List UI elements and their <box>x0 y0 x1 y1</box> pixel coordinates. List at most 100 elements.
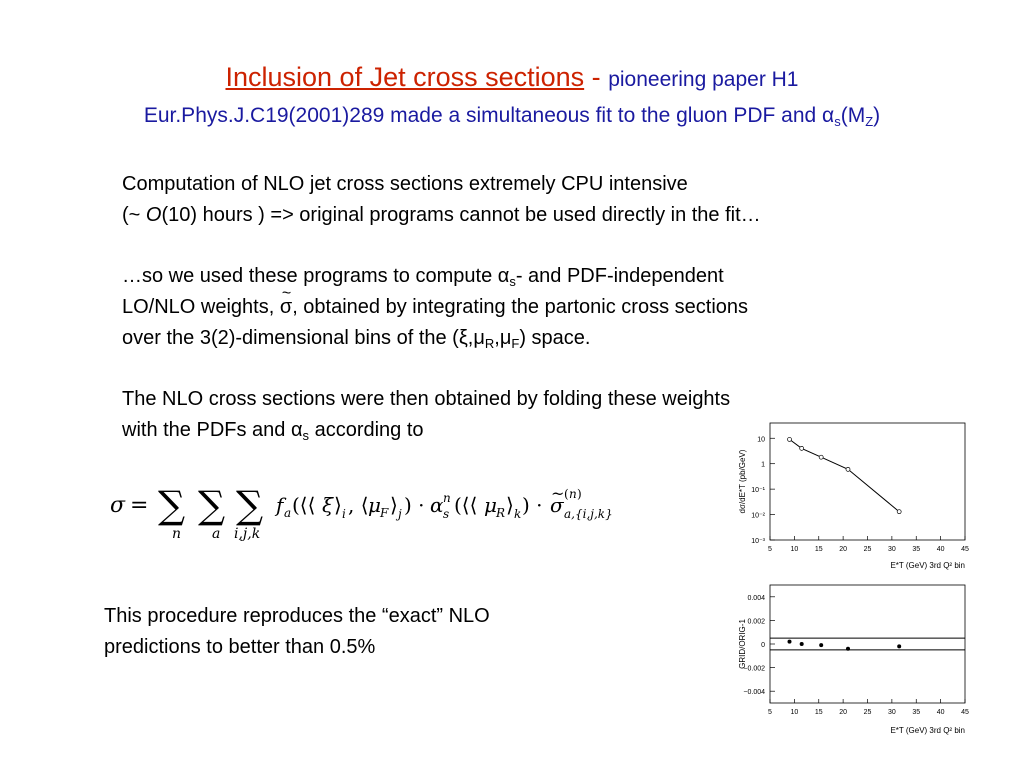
plot1-x-tick-label: 45 <box>961 546 969 553</box>
svg-text:i: i <box>342 507 346 521</box>
plot2-data-point <box>846 646 850 651</box>
paragraph-weights: …so we used these programs to compute αs… <box>122 261 748 354</box>
plot2-data-point <box>819 643 824 648</box>
plot1-x-tick-label: 40 <box>937 546 945 553</box>
cross-section-formula: σ = ∑ n ∑ a ∑ i,j,k f a (⟨⟨ ξ ⟩ i , ⟨ μ … <box>110 483 613 542</box>
svg-text:⟩: ⟩ <box>334 493 342 517</box>
svg-text:j: j <box>395 507 402 521</box>
weights-line3-post: ) space. <box>519 327 591 349</box>
plot1-x-tick-label: 5 <box>768 546 772 553</box>
paragraph-cpu: Computation of NLO jet cross sections ex… <box>122 169 761 231</box>
title-reference-end: ) <box>873 104 881 127</box>
plot1-x-axis-label: E*T (GeV) 3rd Q² bin <box>890 561 965 570</box>
svg-text:α: α <box>430 493 444 517</box>
title-main: Inclusion of Jet cross sections <box>225 62 585 92</box>
ratio-plot: 5 10 15 20 25 30 35 40 45 0.004 0.002 0 −0.002 −0.004… <box>735 580 975 745</box>
plot2-x-tick-label: 25 <box>864 709 872 716</box>
plot2-y-tick-label: 0 <box>761 642 765 649</box>
plot1-y-tick-label: 10⁻² <box>751 513 765 520</box>
plot1-y-tick-label: 10 <box>757 436 765 443</box>
svg-text:σ: σ <box>110 493 126 518</box>
svg-text:ξ: ξ <box>322 493 334 517</box>
svg-text:μ: μ <box>484 493 497 517</box>
title-reference-sub-z: Z <box>865 114 874 129</box>
title-reference: Eur.Phys.J.C19(2001)289 made a simultane… <box>0 104 1024 128</box>
plot2-y-tick-label: 0.002 <box>747 618 765 625</box>
weights-line1-sub: s <box>509 274 516 289</box>
weights-line3-sub-f: F <box>511 336 520 351</box>
plot2-data-point <box>787 639 792 644</box>
svg-text:a: a <box>284 506 291 520</box>
svg-text:μ: μ <box>368 493 381 517</box>
svg-text:a: a <box>212 526 220 542</box>
svg-text:R: R <box>495 506 505 520</box>
plot1-frame <box>769 422 966 541</box>
plot1-data-point <box>845 466 851 472</box>
paragraph-cpu-italic-o: O <box>145 204 162 226</box>
svg-text:F: F <box>379 506 389 520</box>
title-subtitle: pioneering paper H1 <box>608 68 799 91</box>
paragraph-cpu-line2: (~ O(10) hours ) => original programs ca… <box>122 200 761 231</box>
paragraph-weights-line1: …so we used these programs to compute αs… <box>122 261 748 292</box>
slide-title: Inclusion of Jet cross sections - pionee… <box>0 62 1024 93</box>
plot2-x-tick-label: 20 <box>839 709 847 716</box>
weights-line3-pre: over the 3(2)-dimensional bins of the (ξ… <box>122 327 485 349</box>
weights-line2-pre: LO/NLO weights, <box>122 296 280 318</box>
folding-line2-sub: s <box>302 428 310 443</box>
plot1-data-point <box>896 509 902 515</box>
title-dash: - <box>591 62 601 92</box>
folding-line2-pre: with the PDFs and α <box>122 419 303 441</box>
paragraph-folding: The NLO cross sections were then obtaine… <box>122 384 730 446</box>
svg-text:σ: σ <box>550 493 565 517</box>
svg-text:∑: ∑ <box>236 483 263 527</box>
plot1-x-tick-label: 25 <box>864 546 872 553</box>
svg-text:) ·: ) · <box>404 493 425 517</box>
paragraph-weights-line2: LO/NLO weights, σ, obtained by integrati… <box>122 278 748 323</box>
plot1-y-axis-label: dσ/dE*T (pb/GeV) <box>738 449 747 513</box>
svg-text:⟩: ⟩ <box>390 493 398 517</box>
plot2-x-tick-label: 40 <box>937 709 945 716</box>
plot2-x-axis-label: E*T (GeV) 3rd Q² bin <box>890 726 965 735</box>
svg-text:s: s <box>443 507 449 521</box>
paragraph-cpu-line2-pre: (~ <box>122 204 146 226</box>
svg-text:(⟨⟨: (⟨⟨ <box>292 493 315 517</box>
svg-text:) ·: ) · <box>522 493 543 517</box>
paragraph-folding-line1: The NLO cross sections were then obtaine… <box>122 388 731 410</box>
sigma-tilde-symbol: σ <box>280 278 292 323</box>
plot1-x-tick-label: 20 <box>839 546 847 553</box>
title-reference-mid: (M <box>840 104 866 127</box>
plot2-y-axis-label: GRID/ORIG-1 <box>738 619 747 669</box>
plot1-x-tick-label: 30 <box>888 546 896 553</box>
svg-text:, ⟨: , ⟨ <box>348 493 369 517</box>
svg-text:=: = <box>130 493 148 518</box>
conclusion-line1: This procedure reproduces the “exact” NL… <box>104 605 490 627</box>
plot1-x-tick-label: 15 <box>815 546 823 553</box>
plot2-x-tick-label: 35 <box>912 709 920 716</box>
plot1-y-tick-label: 1 <box>761 462 765 469</box>
plot2-frame <box>769 584 966 704</box>
paragraph-folding-line2: with the PDFs and αs according to <box>122 415 730 446</box>
paragraph-cpu-line1: Computation of NLO jet cross sections ex… <box>122 173 688 195</box>
svg-text:i,j,k: i,j,k <box>234 526 260 542</box>
svg-text:∑: ∑ <box>198 483 225 527</box>
weights-line3-mid: ,μ <box>494 327 512 349</box>
plot1-data-point <box>818 454 824 460</box>
plot2-y-tick-label: −0.004 <box>743 689 765 696</box>
svg-text:n: n <box>569 487 577 501</box>
svg-text:~: ~ <box>551 484 564 503</box>
title-reference-sub-s: s <box>834 114 841 129</box>
svg-text:(⟨⟨: (⟨⟨ <box>454 493 477 517</box>
svg-text:): ) <box>577 487 582 501</box>
svg-text:⟩: ⟩ <box>506 493 514 517</box>
plot2-x-tick-label: 10 <box>790 709 798 716</box>
paragraph-cpu-line2-post: (10) hours ) => original programs cannot… <box>161 204 761 226</box>
svg-text:n: n <box>172 526 181 542</box>
plot2-y-tick-label: −0.002 <box>743 666 765 673</box>
plot2-data-point <box>799 642 804 646</box>
title-reference-pre: Eur.Phys.J.C19(2001)289 made a simultane… <box>143 104 835 127</box>
weights-line3-sub-r: R <box>484 336 495 351</box>
plot2-data-point <box>897 644 902 649</box>
plot2-y-tick-label: 0.004 <box>747 595 765 602</box>
plot1-y-tick-label: 10⁻³ <box>751 538 765 545</box>
folding-line2-post: according to <box>309 419 424 441</box>
